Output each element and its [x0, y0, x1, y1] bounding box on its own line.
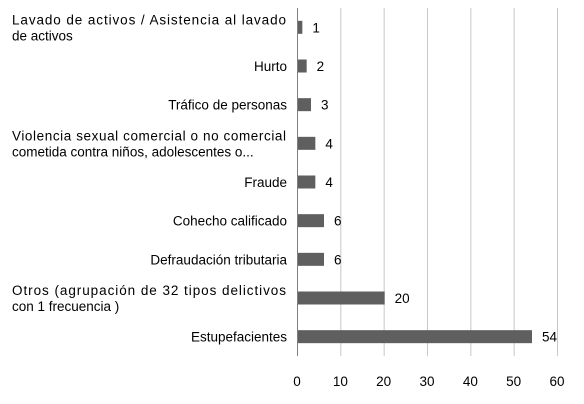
x-tick-label: 50	[506, 374, 521, 389]
bar	[298, 59, 307, 73]
bar	[298, 175, 316, 189]
bar	[298, 291, 385, 305]
bar	[298, 214, 324, 228]
bar	[298, 98, 311, 112]
category-label: Fraude	[244, 175, 287, 190]
data-label: 20	[395, 291, 410, 306]
data-label: 6	[334, 214, 342, 229]
category-labels: Lavado de activos / Asistencia al lavado…	[12, 12, 287, 344]
category-label-line: con 1 frecuencia )	[12, 299, 119, 314]
bar	[298, 20, 303, 34]
x-tick-label: 0	[293, 374, 301, 389]
category-label: Defraudación tributaria	[150, 252, 287, 267]
category-label-line: Lavado de activos / Asistencia al lavado	[12, 12, 286, 27]
data-label: 3	[321, 98, 329, 113]
data-label: 4	[325, 136, 333, 151]
category-label-line: Otros (agrupación de 32 tipos delictivos	[12, 283, 286, 298]
x-tick-label: 10	[333, 374, 348, 389]
data-label: 6	[334, 252, 342, 267]
category-label: Estupefacientes	[191, 330, 287, 345]
x-tick-label: 30	[419, 374, 434, 389]
x-tick-label: 40	[463, 374, 478, 389]
category-label: Lavado de activos / Asistencia al lavado…	[12, 12, 286, 43]
category-label-line: Violencia sexual comercial o no comercia…	[12, 128, 286, 143]
category-label: Otros (agrupación de 32 tipos delictivos…	[12, 283, 286, 314]
data-label: 2	[317, 59, 325, 74]
bar	[298, 252, 324, 266]
data-label: 4	[325, 175, 333, 190]
x-tick-label: 20	[376, 374, 391, 389]
category-label-line: de activos	[12, 28, 73, 43]
category-label: Violencia sexual comercial o no comercia…	[12, 128, 286, 159]
category-label: Tráfico de personas	[168, 98, 287, 113]
x-tick-label: 60	[549, 374, 564, 389]
category-label: Cohecho calificado	[173, 214, 287, 229]
x-axis-ticks: 0 10 20 30 40 50 60	[293, 374, 564, 389]
bars	[298, 20, 532, 344]
data-label: 54	[542, 330, 558, 345]
value-labels: 1 2 3 4 4 6 6 20 54	[312, 20, 557, 344]
gridlines	[297, 8, 558, 356]
bar	[298, 136, 316, 150]
bar	[298, 330, 532, 344]
data-label: 1	[312, 20, 320, 35]
category-label-line: cometida contra niños, adolescentes o...	[12, 144, 254, 159]
category-label: Hurto	[254, 59, 287, 74]
